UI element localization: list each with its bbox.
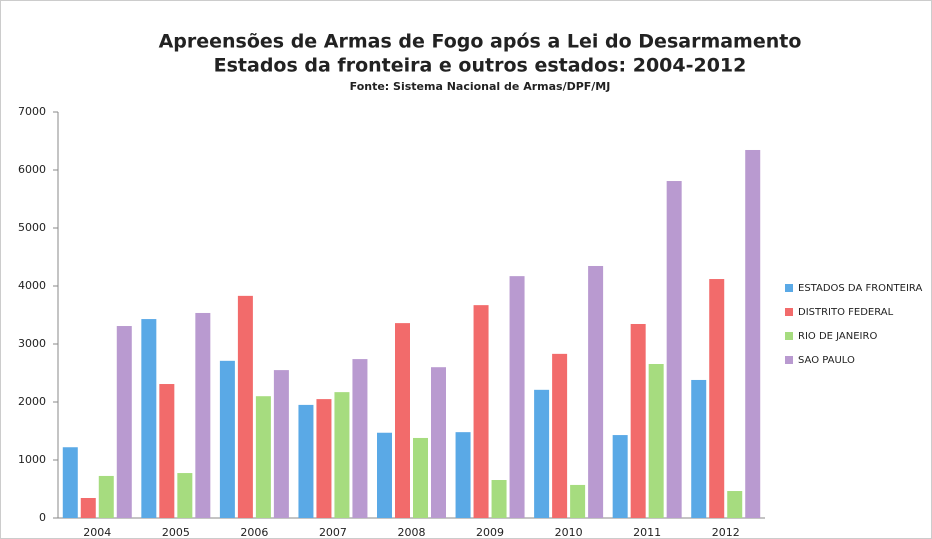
bar bbox=[273, 370, 289, 518]
bar bbox=[588, 265, 604, 518]
x-tick-label: 2008 bbox=[398, 526, 426, 539]
bar bbox=[648, 364, 664, 518]
bar bbox=[62, 447, 78, 518]
bar bbox=[666, 181, 682, 518]
bar bbox=[298, 404, 314, 518]
legend-label: ESTADOS DA FRONTEIRA bbox=[798, 283, 922, 294]
chart-title: Apreensões de Armas de Fogo após a Lei d… bbox=[159, 31, 802, 53]
bar bbox=[413, 437, 428, 518]
y-tick-label: 3000 bbox=[18, 337, 46, 350]
x-tick-label: 2012 bbox=[712, 526, 740, 539]
bar bbox=[534, 389, 550, 518]
bar bbox=[491, 480, 507, 518]
legend-swatch bbox=[785, 308, 793, 316]
bar bbox=[255, 396, 271, 518]
bar bbox=[455, 432, 471, 518]
bar bbox=[570, 484, 586, 518]
bar bbox=[431, 367, 446, 518]
bar bbox=[612, 435, 628, 518]
bar bbox=[691, 379, 707, 518]
bar bbox=[334, 392, 350, 518]
bar bbox=[727, 491, 743, 518]
bar bbox=[195, 312, 211, 518]
x-tick-label: 2009 bbox=[476, 526, 504, 539]
bar bbox=[219, 360, 235, 518]
legend-swatch bbox=[785, 284, 793, 292]
x-tick-label: 2006 bbox=[240, 526, 268, 539]
bar bbox=[98, 475, 114, 518]
x-tick-label: 2011 bbox=[633, 526, 661, 539]
x-tick-label: 2007 bbox=[319, 526, 347, 539]
legend-swatch bbox=[785, 332, 793, 340]
bar bbox=[159, 384, 175, 518]
bar bbox=[80, 497, 96, 518]
bar bbox=[509, 276, 525, 518]
bar bbox=[473, 305, 489, 518]
bar bbox=[177, 473, 193, 518]
bar bbox=[630, 323, 646, 518]
chart-source: Fonte: Sistema Nacional de Armas/DPF/MJ bbox=[350, 80, 611, 93]
bar bbox=[709, 279, 725, 518]
y-tick-label: 6000 bbox=[18, 163, 46, 176]
x-tick-label: 2005 bbox=[162, 526, 190, 539]
bar bbox=[352, 359, 368, 518]
y-tick-label: 0 bbox=[39, 511, 46, 524]
bar bbox=[552, 353, 568, 518]
y-tick-label: 5000 bbox=[18, 221, 46, 234]
bar bbox=[141, 319, 157, 518]
bar bbox=[237, 295, 253, 518]
y-tick-label: 7000 bbox=[18, 105, 46, 118]
legend-swatch bbox=[785, 356, 793, 364]
y-tick-label: 2000 bbox=[18, 395, 46, 408]
chart-subtitle: Estados da fronteira e outros estados: 2… bbox=[214, 55, 747, 77]
bar bbox=[395, 323, 410, 518]
x-tick-label: 2010 bbox=[555, 526, 583, 539]
x-tick-label: 2004 bbox=[83, 526, 111, 539]
bar bbox=[116, 326, 132, 518]
y-tick-label: 4000 bbox=[18, 279, 46, 292]
legend-label: RIO DE JANEIRO bbox=[798, 331, 877, 342]
bar bbox=[316, 399, 332, 518]
legend-label: SAO PAULO bbox=[798, 355, 855, 366]
bar bbox=[377, 432, 392, 518]
bar bbox=[745, 149, 761, 519]
legend-label: DISTRITO FEDERAL bbox=[798, 307, 894, 318]
y-tick-label: 1000 bbox=[18, 453, 46, 466]
